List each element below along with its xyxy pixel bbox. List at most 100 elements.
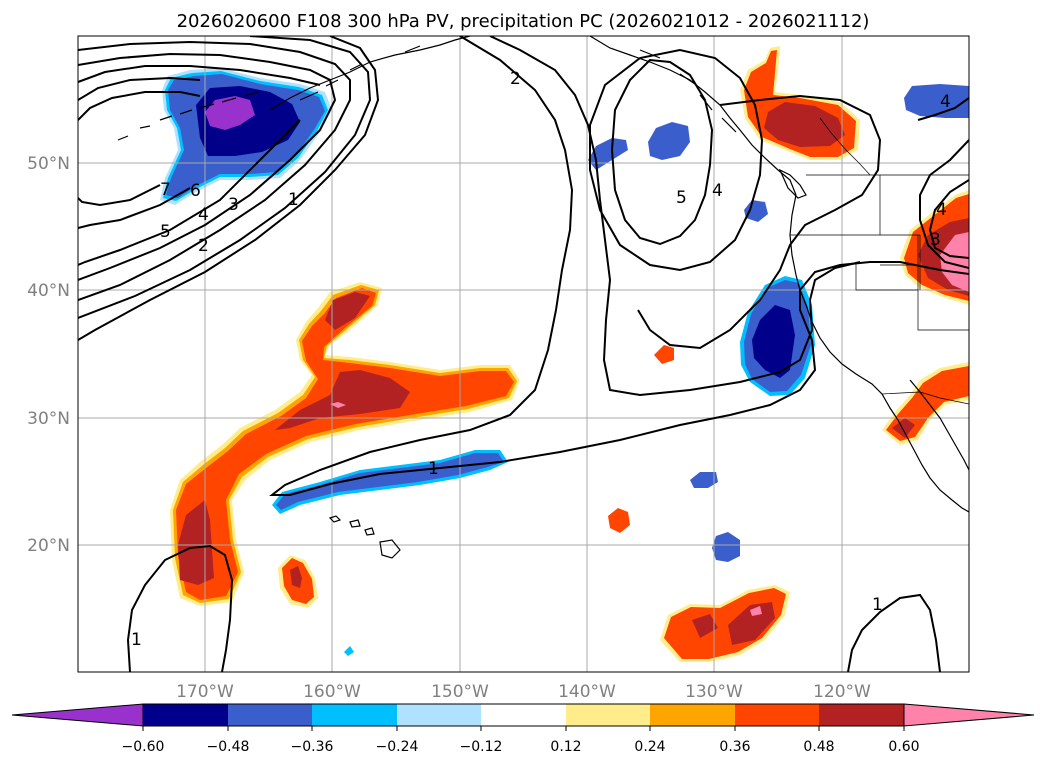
pv-contour-1-main bbox=[269, 36, 969, 496]
colorbar-segment-p024 bbox=[650, 704, 735, 726]
colorbar-label-p036: 0.36 bbox=[719, 739, 750, 755]
pv-contour-3-right bbox=[637, 94, 882, 350]
lat-label-30n: 30°N bbox=[27, 409, 70, 429]
contour-label-6: 6 bbox=[190, 181, 201, 201]
lon-label-150w: 150°W bbox=[431, 682, 489, 702]
pv-contour-6 bbox=[78, 76, 201, 229]
pv-contours bbox=[78, 36, 969, 672]
colorbar-extend-over bbox=[903, 703, 1035, 727]
contour-label-3: 3 bbox=[228, 195, 239, 215]
contour-label-1-south-right: 1 bbox=[872, 595, 883, 615]
contour-label-2-trough: 2 bbox=[510, 69, 521, 89]
lon-label-130w: 130°W bbox=[685, 682, 743, 702]
pv-contour-1-left bbox=[78, 36, 380, 341]
contour-label-5-right: 5 bbox=[676, 188, 687, 208]
colorbar-segment-n048 bbox=[228, 704, 312, 726]
lon-label-170w: 170°W bbox=[176, 682, 234, 702]
precip-neg-small-7 bbox=[344, 646, 354, 656]
precip-blob-135w bbox=[654, 345, 674, 364]
colorbar-label-p012: 0.12 bbox=[550, 739, 581, 755]
colorbar: −0.60 −0.48 −0.36 −0.24 −0.12 0.12 0.24 … bbox=[11, 703, 1035, 755]
border-alaska bbox=[819, 117, 871, 176]
political-borders bbox=[790, 117, 969, 405]
pv-contour-3-east bbox=[928, 179, 969, 259]
precip-neg-small-1 bbox=[588, 138, 628, 170]
map-frame bbox=[77, 35, 970, 673]
colorbar-segment-p036 bbox=[735, 704, 819, 726]
lon-label-160w: 160°W bbox=[303, 682, 361, 702]
pv-contour-4-east bbox=[917, 97, 969, 269]
pv-contour-2-right bbox=[489, 36, 861, 397]
coastline-aleutians bbox=[117, 91, 259, 141]
contour-label-1-nw: 1 bbox=[288, 190, 299, 210]
precip-blob-east-060 bbox=[940, 232, 969, 292]
precip-band-central-060 bbox=[330, 402, 346, 408]
pv-contour-labels: 7 6 5 4 3 2 1 2 5 4 4 4 3 1 1 1 bbox=[131, 69, 951, 650]
colorbar-label-n036: −0.36 bbox=[291, 739, 334, 755]
precip-blob-pnw-048 bbox=[764, 102, 845, 147]
border-us-mexico bbox=[881, 391, 969, 405]
contour-label-4-east: 4 bbox=[936, 200, 947, 220]
precip-neg-small-2 bbox=[648, 122, 690, 160]
lon-label-120w: 120°W bbox=[813, 682, 871, 702]
precip-neg-small-3 bbox=[744, 200, 768, 222]
figure-title: 2026020600 F108 300 hPa PV, precipitatio… bbox=[177, 11, 870, 32]
contour-label-3-east: 3 bbox=[930, 230, 941, 250]
precip-neg-small-5 bbox=[712, 532, 740, 562]
colorbar-extend-under bbox=[11, 703, 144, 727]
pv-contour-3 bbox=[78, 40, 351, 301]
colorbar-label-n012: −0.12 bbox=[460, 739, 503, 755]
pv-contour-4 bbox=[78, 52, 337, 281]
precip-blob-baja-048 bbox=[892, 418, 915, 438]
coastline-baja bbox=[909, 379, 969, 471]
colorbar-segment-n024 bbox=[397, 704, 481, 726]
colorbar-label-n024: −0.24 bbox=[376, 739, 419, 755]
contour-label-4-east-top: 4 bbox=[940, 92, 951, 112]
precip-band-central-048 bbox=[178, 292, 410, 585]
precip-blob-163w-048 bbox=[290, 566, 302, 588]
contour-label-1-south-left: 1 bbox=[131, 630, 142, 650]
border-states-1 bbox=[790, 175, 969, 331]
lat-label-50n: 50°N bbox=[27, 154, 70, 174]
colorbar-segment-n060 bbox=[143, 704, 228, 726]
colorbar-segment-neutral bbox=[481, 704, 566, 726]
precip-blob-south-060 bbox=[750, 606, 762, 616]
contour-label-7: 7 bbox=[160, 180, 171, 200]
colorbar-label-n048: −0.48 bbox=[207, 739, 250, 755]
coastline-hawaii bbox=[328, 515, 401, 559]
coastline-west-coast bbox=[789, 194, 969, 513]
precip-blob-138w bbox=[608, 508, 630, 533]
contour-label-1-band: 1 bbox=[428, 459, 439, 479]
colorbar-label-n060: −0.60 bbox=[122, 739, 165, 755]
contour-label-2: 2 bbox=[198, 236, 209, 256]
pv-contour-7 bbox=[78, 91, 201, 207]
latitude-labels: 20°N 30°N 40°N 50°N bbox=[27, 154, 70, 556]
contour-label-4: 4 bbox=[198, 205, 209, 225]
precip-neg-small-6 bbox=[904, 84, 969, 118]
colorbar-label-p024: 0.24 bbox=[634, 739, 665, 755]
lat-label-20n: 20°N bbox=[27, 536, 70, 556]
pv-contour-5-right bbox=[610, 58, 714, 246]
pv-contour-5 bbox=[78, 65, 321, 266]
map-panel: 7 6 5 4 3 2 1 2 5 4 4 4 3 1 1 1 bbox=[77, 35, 970, 673]
contour-label-5: 5 bbox=[160, 222, 171, 242]
pv-contour-1-south-right bbox=[847, 593, 941, 672]
pv-contour-1-south-left bbox=[126, 544, 234, 672]
lon-label-140w: 140°W bbox=[558, 682, 616, 702]
precip-neg-nw-060 bbox=[205, 96, 255, 130]
precip-neg-coast-048 bbox=[752, 305, 795, 378]
coastline-vancouver bbox=[778, 168, 807, 199]
lat-label-40n: 40°N bbox=[27, 281, 70, 301]
colorbar-segment-n036 bbox=[312, 704, 397, 726]
graticule bbox=[78, 36, 969, 672]
colorbar-segment-p012 bbox=[566, 704, 650, 726]
colorbar-frame bbox=[142, 703, 905, 727]
colorbar-label-p060: 0.60 bbox=[888, 739, 919, 755]
pv-contour-2-left bbox=[78, 36, 372, 319]
colorbar-ticks bbox=[142, 726, 905, 731]
precip-neg-small-4 bbox=[690, 472, 718, 488]
contour-label-4-right: 4 bbox=[712, 181, 723, 201]
longitude-labels: 170°W 160°W 150°W 140°W 130°W 120°W bbox=[176, 682, 871, 702]
colorbar-label-p048: 0.48 bbox=[803, 739, 834, 755]
